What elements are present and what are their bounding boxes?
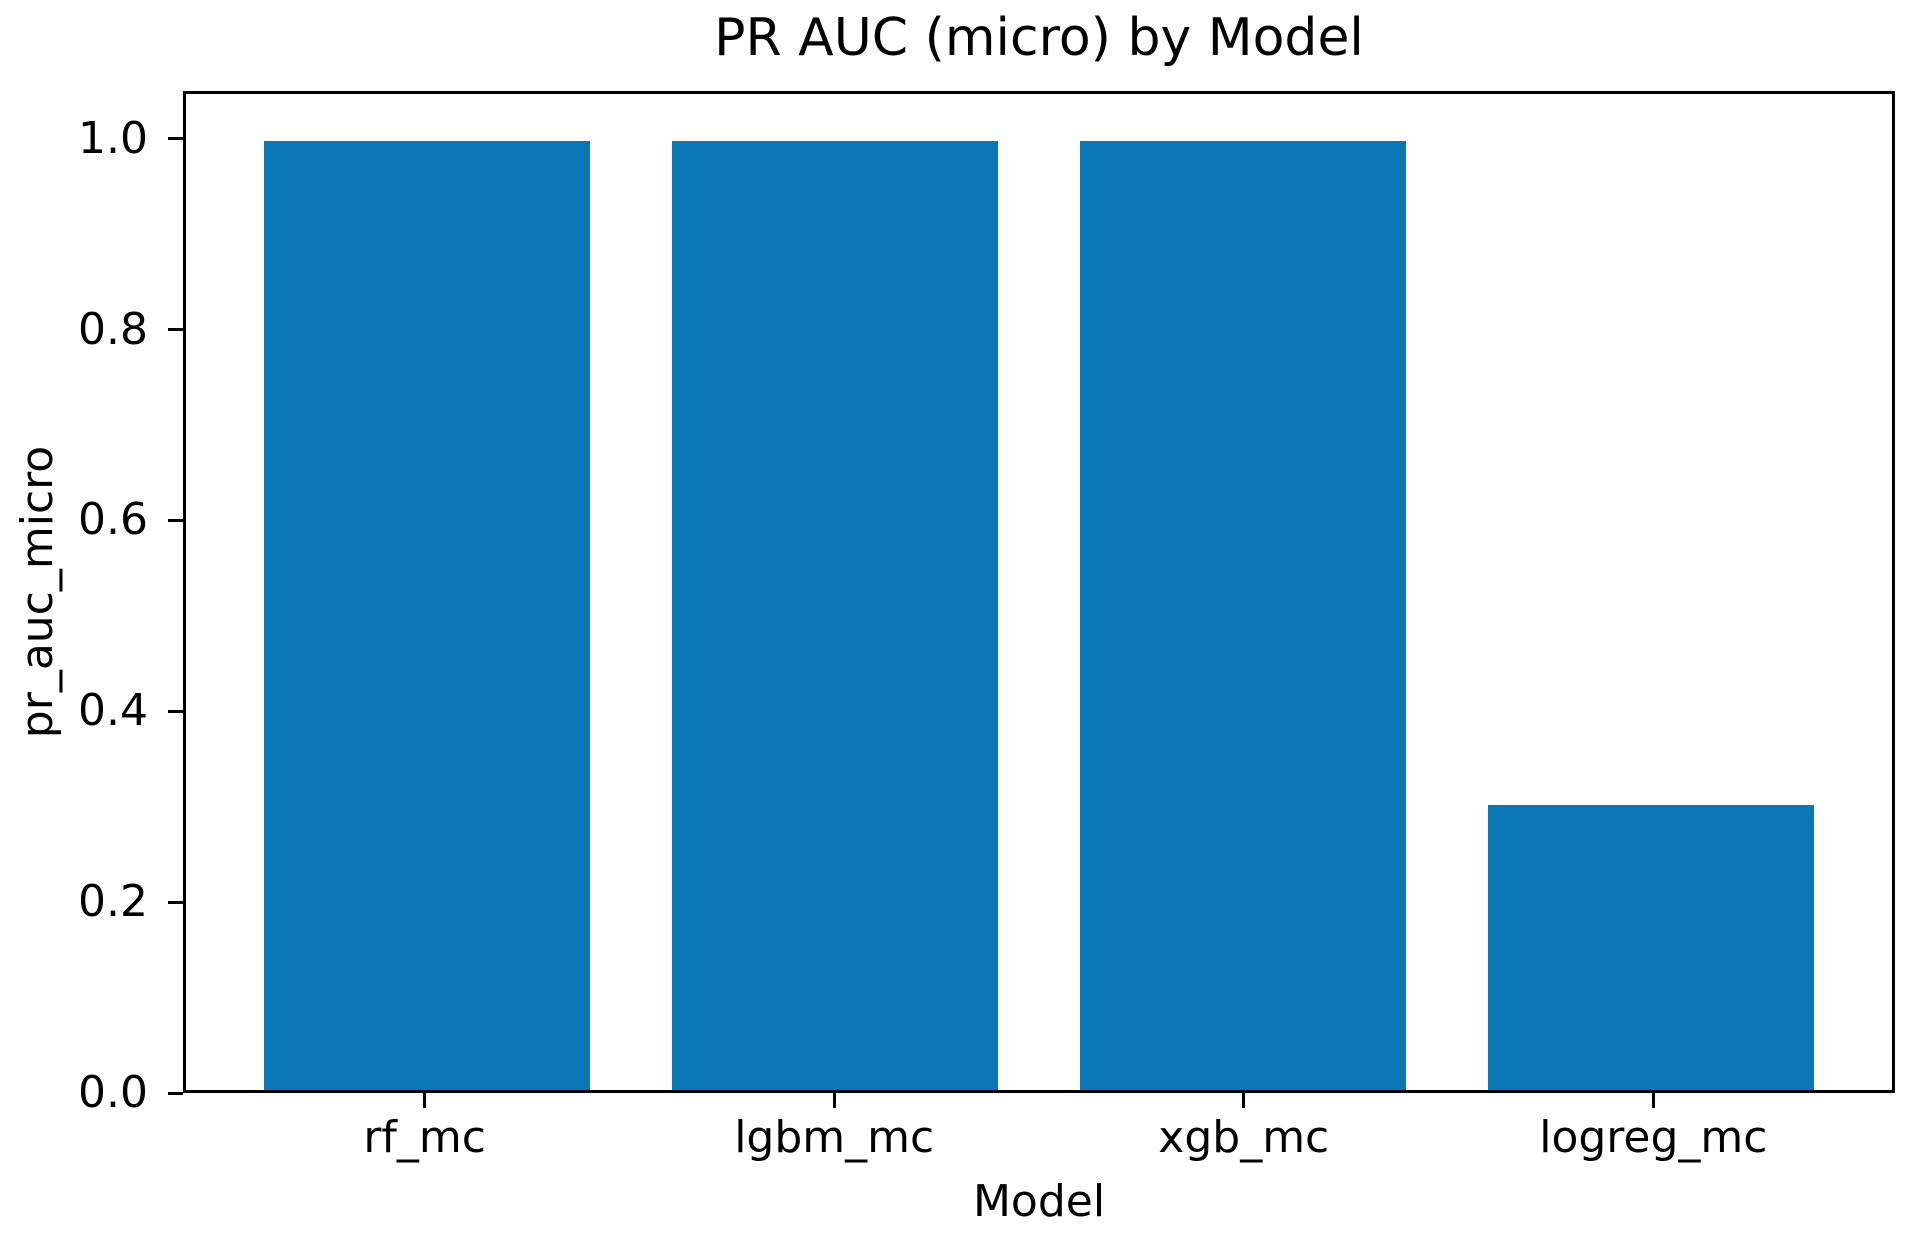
x-tick-label-xgb_mc: xgb_mc bbox=[1158, 1112, 1330, 1163]
plot-area bbox=[183, 91, 1895, 1093]
x-tick-mark bbox=[423, 1093, 427, 1108]
bar-logreg_mc bbox=[1487, 805, 1815, 1090]
y-tick-label: 0.8 bbox=[78, 303, 148, 355]
y-tick-label: 0.0 bbox=[78, 1067, 148, 1118]
y-tick-label: 0.2 bbox=[78, 876, 148, 928]
x-tick-mark bbox=[1651, 1093, 1655, 1108]
y-tick-mark bbox=[168, 900, 183, 904]
x-tick-mark bbox=[1242, 1093, 1246, 1108]
x-tick-label-lgbm_mc: lgbm_mc bbox=[734, 1112, 935, 1163]
y-tick-mark bbox=[168, 137, 183, 141]
x-tick-mark bbox=[832, 1093, 836, 1108]
x-axis-label: Model bbox=[972, 1176, 1106, 1227]
chart-title: PR AUC (micro) by Model bbox=[714, 8, 1364, 68]
x-tick-label-rf_mc: rf_mc bbox=[363, 1112, 486, 1163]
y-tick-label: 0.6 bbox=[78, 494, 148, 546]
x-tick-label-logreg_mc: logreg_mc bbox=[1539, 1112, 1768, 1163]
bar-xgb_mc bbox=[1079, 141, 1407, 1090]
bar-rf_mc bbox=[263, 141, 591, 1090]
y-tick-mark bbox=[168, 328, 183, 332]
bar-lgbm_mc bbox=[671, 141, 999, 1090]
y-tick-mark bbox=[168, 709, 183, 713]
y-tick-mark bbox=[168, 1091, 183, 1095]
y-tick-label: 1.0 bbox=[78, 112, 148, 164]
y-tick-mark bbox=[168, 518, 183, 522]
y-tick-label: 0.4 bbox=[78, 685, 148, 737]
